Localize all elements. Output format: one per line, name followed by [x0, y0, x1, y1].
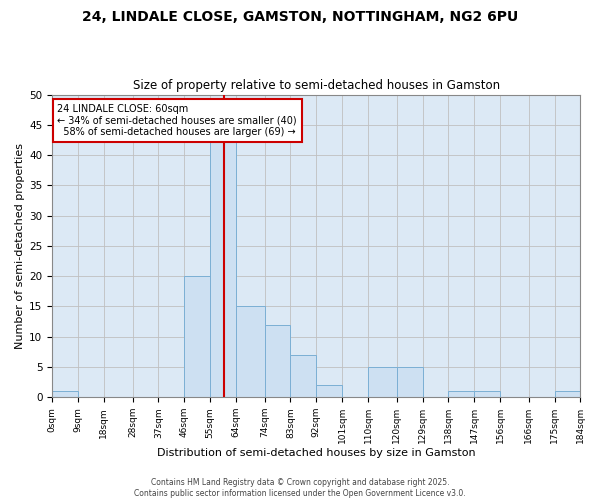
Text: 24, LINDALE CLOSE, GAMSTON, NOTTINGHAM, NG2 6PU: 24, LINDALE CLOSE, GAMSTON, NOTTINGHAM, … — [82, 10, 518, 24]
Bar — [236, 306, 265, 397]
Text: 24 LINDALE CLOSE: 60sqm
← 34% of semi-detached houses are smaller (40)
  58% of : 24 LINDALE CLOSE: 60sqm ← 34% of semi-de… — [58, 104, 297, 137]
Bar — [210, 119, 236, 397]
Bar — [316, 385, 342, 397]
X-axis label: Distribution of semi-detached houses by size in Gamston: Distribution of semi-detached houses by … — [157, 448, 476, 458]
Bar — [368, 367, 397, 397]
Bar — [184, 276, 210, 397]
Bar — [397, 367, 422, 397]
Title: Size of property relative to semi-detached houses in Gamston: Size of property relative to semi-detach… — [133, 79, 500, 92]
Bar — [290, 355, 316, 397]
Y-axis label: Number of semi-detached properties: Number of semi-detached properties — [15, 143, 25, 349]
Bar — [265, 324, 290, 397]
Bar — [474, 391, 500, 397]
Bar — [448, 391, 474, 397]
Bar — [52, 391, 78, 397]
Text: Contains HM Land Registry data © Crown copyright and database right 2025.
Contai: Contains HM Land Registry data © Crown c… — [134, 478, 466, 498]
Bar — [554, 391, 580, 397]
